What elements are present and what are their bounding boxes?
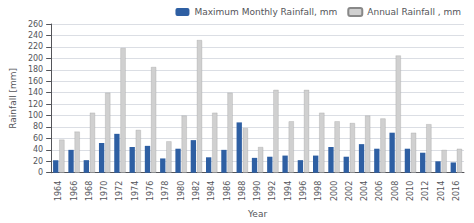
svg-text:1978: 1978 [161, 181, 170, 201]
svg-text:2006: 2006 [375, 181, 384, 201]
svg-text:1992: 1992 [268, 181, 277, 201]
svg-text:1980: 1980 [177, 181, 186, 201]
svg-text:1988: 1988 [238, 181, 247, 201]
svg-text:1984: 1984 [207, 181, 216, 201]
svg-text:1976: 1976 [146, 181, 155, 201]
svg-text:60: 60 [33, 134, 43, 143]
svg-text:140: 140 [28, 88, 43, 97]
svg-text:2010: 2010 [406, 181, 415, 201]
svg-text:1990: 1990 [253, 181, 262, 201]
svg-text:1972: 1972 [115, 181, 124, 201]
svg-text:1974: 1974 [131, 181, 140, 201]
svg-text:1994: 1994 [284, 181, 293, 201]
svg-text:120: 120 [28, 100, 43, 109]
svg-text:200: 200 [28, 54, 43, 63]
svg-text:1986: 1986 [223, 181, 232, 201]
svg-text:1982: 1982 [192, 181, 201, 201]
svg-text:Maximum Monthly Rainfall, mm: Maximum Monthly Rainfall, mm [194, 7, 337, 17]
svg-text:1966: 1966 [70, 181, 79, 201]
svg-text:Year: Year [247, 209, 267, 219]
svg-text:260: 260 [28, 20, 43, 29]
svg-text:Rainfall [mm]: Rainfall [mm] [8, 68, 18, 129]
svg-text:40: 40 [33, 145, 43, 154]
svg-text:1996: 1996 [299, 181, 308, 201]
svg-text:2002: 2002 [345, 181, 354, 201]
svg-text:2004: 2004 [360, 181, 369, 201]
svg-text:1970: 1970 [100, 181, 109, 201]
svg-text:2012: 2012 [421, 181, 430, 201]
svg-text:1968: 1968 [85, 181, 94, 201]
svg-text:240: 240 [28, 31, 43, 40]
svg-text:220: 220 [28, 42, 43, 51]
svg-text:1964: 1964 [54, 181, 63, 201]
svg-text:Annual Rainfall , mm: Annual Rainfall , mm [367, 7, 461, 17]
svg-text:1998: 1998 [314, 181, 323, 201]
svg-text:160: 160 [28, 77, 43, 86]
svg-text:0: 0 [38, 168, 43, 177]
svg-text:2014: 2014 [437, 181, 446, 201]
svg-text:2008: 2008 [391, 181, 400, 201]
svg-text:2000: 2000 [330, 181, 339, 201]
svg-text:80: 80 [33, 122, 43, 131]
svg-text:2016: 2016 [452, 181, 461, 201]
svg-text:100: 100 [28, 111, 43, 120]
svg-text:180: 180 [28, 65, 43, 74]
svg-text:20: 20 [33, 157, 43, 166]
